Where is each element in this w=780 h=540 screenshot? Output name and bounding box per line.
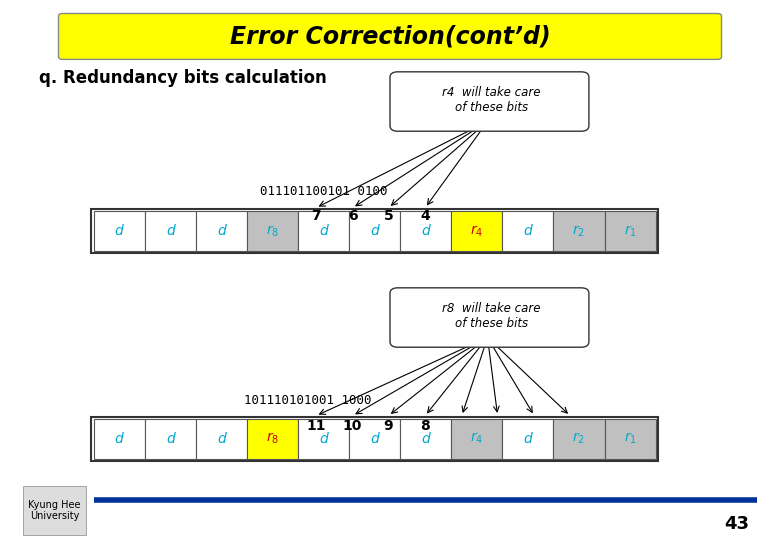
Text: Kyung Hee
University: Kyung Hee University [28,500,81,521]
Text: d: d [166,224,175,238]
Text: d: d [421,432,430,445]
Text: d: d [523,432,532,445]
Text: 101110101001 1000: 101110101001 1000 [244,394,372,407]
Bar [604,211,655,251]
Text: $r_1$: $r_1$ [623,431,636,447]
Text: d: d [115,224,123,238]
Bar [246,211,298,251]
Text: $r_8$: $r_8$ [266,223,279,239]
Text: $r_4$: $r_4$ [470,223,484,239]
Bar [502,211,553,251]
Text: d: d [370,432,379,445]
Bar [94,418,145,459]
Bar [502,418,553,459]
Bar [246,418,298,459]
Bar [196,418,246,459]
Text: d: d [217,224,225,238]
Bar [91,209,658,253]
Text: d: d [115,432,123,445]
Bar [94,211,145,251]
FancyBboxPatch shape [390,72,589,131]
Bar [553,418,604,459]
Text: $r_2$: $r_2$ [573,431,586,447]
Text: 10: 10 [343,418,362,433]
Text: 6: 6 [348,209,357,223]
Text: 43: 43 [724,515,749,533]
Text: 4: 4 [420,209,430,223]
Bar [400,211,451,251]
Text: Error Correction(cont’d): Error Correction(cont’d) [229,24,551,48]
Text: $r_8$: $r_8$ [266,431,279,447]
FancyBboxPatch shape [390,288,589,347]
Text: r8  will take care
of these bits: r8 will take care of these bits [442,302,541,330]
Text: $r_4$: $r_4$ [470,431,484,447]
Text: d: d [319,432,328,445]
Text: d: d [370,224,379,238]
Bar [91,417,658,461]
Bar [400,418,451,459]
Text: 5: 5 [384,209,393,223]
Text: d: d [319,224,328,238]
Bar [349,211,400,251]
FancyBboxPatch shape [58,14,722,59]
Bar [451,418,502,459]
Bar [298,418,349,459]
Bar [553,211,604,251]
Text: d: d [421,224,430,238]
Text: 8: 8 [420,418,430,433]
Bar [604,418,655,459]
Text: d: d [217,432,225,445]
Text: $r_2$: $r_2$ [573,223,586,239]
Bar [145,418,196,459]
Bar [298,211,349,251]
Text: r4  will take care
of these bits: r4 will take care of these bits [442,86,541,114]
Text: 11: 11 [307,418,326,433]
Bar [196,211,246,251]
Text: q. Redundancy bits calculation: q. Redundancy bits calculation [39,69,327,87]
Bar [145,211,196,251]
Text: 7: 7 [311,209,321,223]
Bar [23,486,86,535]
Text: d: d [166,432,175,445]
Bar [451,211,502,251]
Bar [349,418,400,459]
Text: 9: 9 [384,418,393,433]
Text: 011101100101 0100: 011101100101 0100 [260,185,388,198]
Text: $r_1$: $r_1$ [623,223,636,239]
Text: d: d [523,224,532,238]
